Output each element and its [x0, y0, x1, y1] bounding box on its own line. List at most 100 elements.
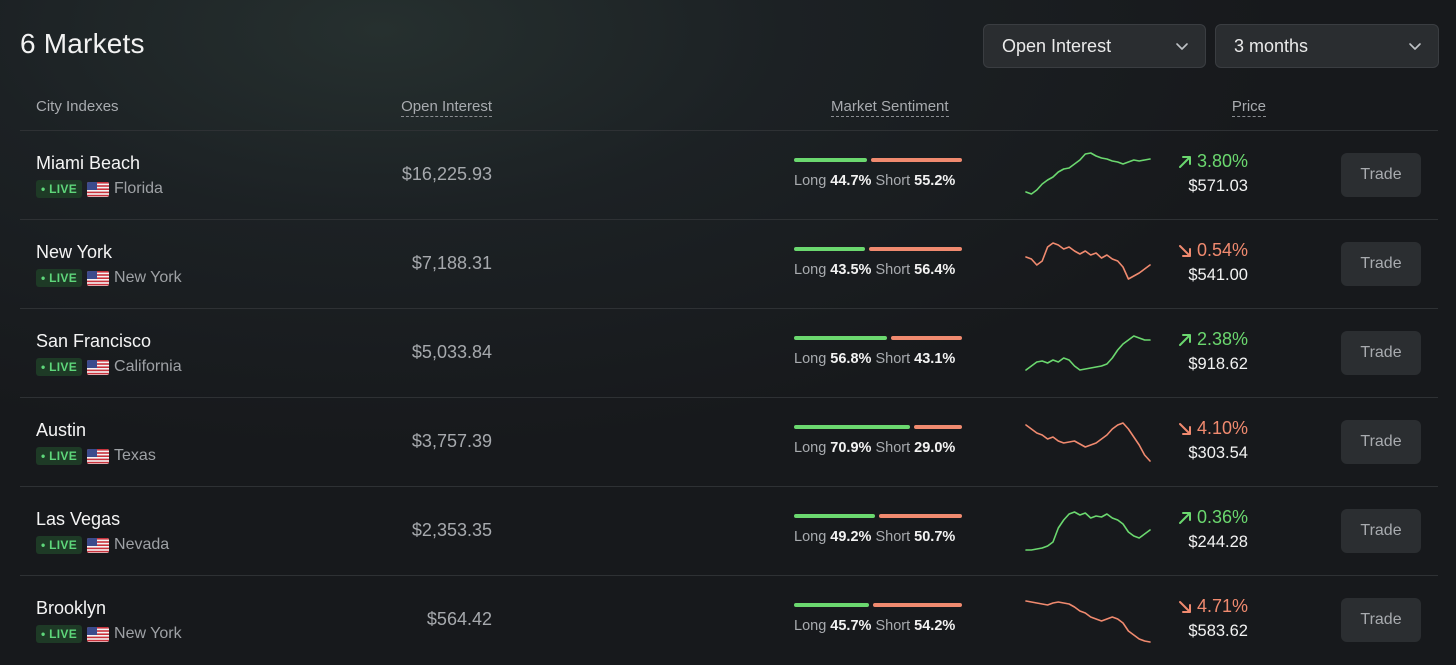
- trade-button[interactable]: Trade: [1341, 420, 1421, 464]
- sentiment: Long 49.2% Short 50.7%: [794, 514, 964, 545]
- trade-button[interactable]: Trade: [1341, 509, 1421, 553]
- long-bar: [794, 514, 875, 518]
- short-bar: [914, 425, 962, 429]
- short-bar: [878, 514, 962, 518]
- state-name: New York: [114, 269, 182, 286]
- short-bar: [891, 336, 962, 340]
- sentiment: Long 44.7% Short 55.2%: [794, 158, 964, 189]
- column-header-open-interest[interactable]: Open Interest: [401, 98, 492, 117]
- arrow-down-right-icon: [1178, 600, 1191, 613]
- city-meta: • LIVE Nevada: [36, 535, 169, 555]
- trade-button[interactable]: Trade: [1341, 153, 1421, 197]
- price-sparkline: [1025, 242, 1151, 280]
- column-header-city: City Indexes: [36, 98, 119, 115]
- sort-dropdown-value: Open Interest: [1002, 35, 1112, 56]
- markets-table: Miami Beach • LIVE Florida $16,225.93: [0, 131, 1456, 665]
- sparkline-path: [1025, 152, 1151, 195]
- sentiment-text: Long 45.7% Short 54.2%: [794, 618, 964, 634]
- table-row[interactable]: Las Vegas • LIVE Nevada $2,353.35: [20, 487, 1438, 576]
- us-flag-icon: [87, 537, 110, 553]
- price-change: 4.71%: [1177, 596, 1248, 617]
- price-change: 4.10%: [1177, 418, 1248, 439]
- sentiment: Long 56.8% Short 43.1%: [794, 336, 964, 367]
- city-name: Miami Beach: [36, 153, 141, 173]
- table-row[interactable]: Miami Beach • LIVE Florida $16,225.93: [20, 131, 1438, 220]
- live-badge: • LIVE: [36, 269, 83, 287]
- state-name: Florida: [114, 180, 163, 197]
- long-bar: [794, 247, 866, 251]
- long-label: Long: [794, 618, 827, 634]
- live-badge: • LIVE: [36, 625, 83, 643]
- us-flag-icon: [87, 626, 110, 642]
- us-flag-icon: [87, 448, 110, 464]
- price-value: $583.62: [1188, 622, 1248, 640]
- sparkline-path: [1025, 335, 1151, 371]
- change-value: 0.54%: [1196, 240, 1248, 260]
- sentiment-bar: [794, 514, 962, 518]
- change-value: 4.71%: [1196, 596, 1248, 616]
- arrow-down-right-icon: [1178, 422, 1191, 435]
- table-row[interactable]: Austin • LIVE Texas $3,757.39: [20, 398, 1438, 487]
- sparkline-path: [1025, 422, 1151, 462]
- page-title: 6 Markets: [20, 28, 145, 59]
- us-flag-icon: [87, 181, 110, 197]
- price-sparkline: [1025, 511, 1151, 551]
- change-value: 0.36%: [1196, 507, 1248, 527]
- price-value: $918.62: [1188, 355, 1248, 373]
- price-value: $541.00: [1188, 266, 1248, 284]
- short-bar: [871, 158, 962, 162]
- sentiment-bar: [794, 336, 962, 340]
- arrow-up-right-icon: [1178, 333, 1191, 346]
- city-meta: • LIVE Texas: [36, 446, 156, 466]
- short-label: Short: [875, 262, 911, 278]
- price-change: 0.54%: [1177, 240, 1248, 261]
- city-meta: • LIVE New York: [36, 624, 182, 644]
- sort-dropdown[interactable]: Open Interest: [983, 24, 1206, 68]
- column-header-price[interactable]: Price: [1231, 98, 1266, 117]
- live-badge: • LIVE: [36, 536, 83, 554]
- sentiment: Long 43.5% Short 56.4%: [794, 247, 964, 278]
- city-meta: • LIVE Florida: [36, 179, 163, 199]
- price-change: 2.38%: [1177, 329, 1248, 350]
- sparkline-path: [1025, 242, 1151, 280]
- table-row[interactable]: Brooklyn • LIVE New York $564.42: [20, 576, 1438, 665]
- live-badge: • LIVE: [36, 447, 83, 465]
- price-value: $244.28: [1188, 533, 1248, 551]
- trade-button[interactable]: Trade: [1341, 331, 1421, 375]
- price-value: $571.03: [1188, 177, 1248, 195]
- trade-button[interactable]: Trade: [1341, 242, 1421, 286]
- long-label: Long: [794, 440, 827, 456]
- trade-button[interactable]: Trade: [1341, 598, 1421, 642]
- live-label: LIVE: [49, 182, 78, 196]
- short-value: 29.0%: [914, 440, 956, 456]
- city-name: San Francisco: [36, 331, 152, 351]
- table-row[interactable]: New York • LIVE New York $7,188.31: [20, 220, 1438, 309]
- table-row[interactable]: San Francisco • LIVE California $5,033.8…: [20, 309, 1438, 398]
- state-name: Nevada: [114, 536, 170, 553]
- open-interest-value: $564.42: [426, 609, 492, 629]
- live-label: LIVE: [49, 449, 78, 463]
- open-interest-value: $2,353.35: [411, 520, 492, 540]
- live-label: LIVE: [49, 538, 78, 552]
- long-label: Long: [794, 351, 827, 367]
- long-value: 45.7%: [830, 618, 872, 634]
- long-value: 56.8%: [830, 351, 872, 367]
- long-bar: [794, 158, 868, 162]
- sentiment-text: Long 70.9% Short 29.0%: [794, 440, 964, 456]
- header-divider: [20, 130, 1438, 131]
- us-flag-icon: [87, 359, 110, 375]
- long-label: Long: [794, 173, 827, 189]
- column-header-sentiment[interactable]: Market Sentiment: [831, 98, 949, 117]
- short-value: 43.1%: [914, 351, 956, 367]
- sentiment-bar: [794, 158, 962, 162]
- range-dropdown[interactable]: 3 months: [1215, 24, 1439, 68]
- live-badge: • LIVE: [36, 180, 83, 198]
- short-label: Short: [875, 529, 911, 545]
- sparkline-path: [1025, 600, 1151, 643]
- sentiment-bar: [794, 425, 962, 429]
- sentiment-text: Long 43.5% Short 56.4%: [794, 262, 964, 278]
- price-change: 0.36%: [1177, 507, 1248, 528]
- sentiment-text: Long 49.2% Short 50.7%: [794, 529, 964, 545]
- chevron-down-icon: [1409, 43, 1421, 50]
- sparkline-path: [1025, 511, 1151, 551]
